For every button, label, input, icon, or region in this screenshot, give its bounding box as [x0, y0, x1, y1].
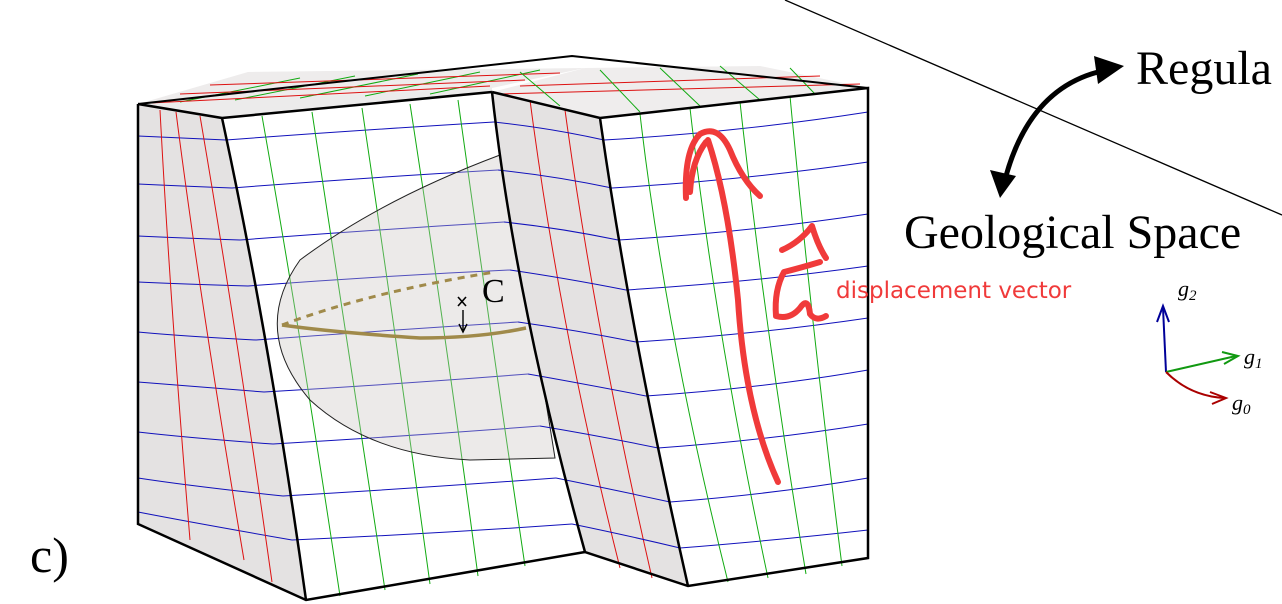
g0-axis-label: g0: [1232, 390, 1251, 418]
right-block-outline: [490, 86, 870, 588]
axis-triad: g2 g1 g0: [1156, 276, 1263, 418]
left-block-side-face: [138, 104, 306, 600]
right-fault-block: [490, 65, 870, 588]
panel-label: c): [30, 527, 69, 583]
right-block-fault-face: [492, 92, 688, 586]
displacement-arrow: [682, 128, 781, 485]
g2-axis-arrow: [1156, 303, 1170, 373]
left-fault-block: C: [136, 68, 586, 602]
g1-axis-label: g1: [1244, 344, 1263, 372]
space-mapping-arrow: [990, 56, 1124, 198]
g2-axis-label: g2: [1178, 276, 1197, 304]
left-block-front-face: [222, 92, 585, 600]
geological-space-label: Geological Space: [904, 206, 1241, 259]
displacement-vector-label: displacement vector: [836, 278, 1072, 304]
g1-axis-arrow: [1165, 351, 1241, 373]
left-block-top-face-front: [138, 88, 492, 118]
right-block-top-face: [492, 66, 868, 118]
regular-space-label: Regula: [1136, 42, 1272, 95]
point-c-marker: [457, 296, 468, 334]
space-separator-line: [784, 0, 1282, 216]
displacement-hook-arrow: [772, 223, 829, 322]
fault-line-solid: [281, 323, 527, 340]
left-block-outline: [136, 90, 586, 602]
point-c-label: C: [482, 273, 505, 310]
g0-axis-arrow: [1165, 371, 1229, 405]
block-top-outline: [137, 54, 869, 105]
